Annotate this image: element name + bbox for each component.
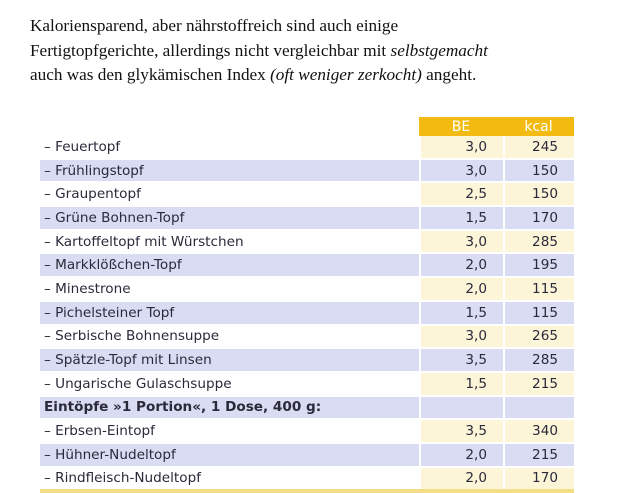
table-row: – Grüne Bohnen-Topf 1,5 170: [40, 207, 574, 231]
item-name: – Spätzle-Topf mit Linsen: [40, 349, 419, 373]
item-name: – Ungarische Gulaschsuppe: [40, 372, 419, 397]
item-kcal: 170: [503, 467, 574, 490]
intro-line-3-text-b: angeht.: [421, 65, 477, 84]
table-row: – Rindfleisch-Nudeltopf 2,0 170: [40, 467, 574, 490]
intro-line-2-emphasis: selbstgemacht: [390, 40, 488, 60]
table-header-row: BE kcal: [40, 117, 574, 136]
item-kcal: 215: [503, 443, 574, 468]
item-name: – Feuertopf: [40, 136, 419, 160]
table-row: – Feuertopf 3,0 245: [40, 136, 574, 160]
header-kcal: kcal: [503, 117, 574, 136]
table-row: – Ungarische Gulaschsuppe 1,5 215: [40, 372, 574, 397]
intro-line-3-emphasis: (oft weniger zerkocht): [270, 65, 422, 84]
item-name: – Pichelsteiner Topf: [40, 301, 419, 326]
item-be: 1,5: [419, 372, 503, 397]
nutrition-table-container: BE kcal – Feuertopf 3,0 245– Frühlingstopf…: [40, 117, 574, 493]
item-be: 3,5: [419, 420, 503, 444]
item-name: – Serbische Bohnensuppe: [40, 325, 419, 350]
item-be: 3,0: [419, 136, 503, 160]
item-be: 2,0: [419, 443, 503, 468]
table-row: – Markklößchen-Topf 2,0 195: [40, 254, 574, 279]
item-name: – Markklößchen-Topf: [40, 254, 419, 279]
item-kcal: 115: [503, 301, 574, 326]
item-kcal: 285: [503, 230, 574, 255]
item-name: – Grüne Bohnen-Topf: [40, 207, 419, 231]
item-name: – Minestrone: [40, 278, 419, 302]
item-kcal: 215: [503, 372, 574, 397]
item-be: 2,0: [419, 278, 503, 302]
item-name: – Kartoffeltopf mit Würstchen: [40, 230, 419, 255]
table-row: – Pichelsteiner Topf 1,5 115: [40, 301, 574, 326]
intro-text: Kaloriensparend, aber nährstoffreich sin…: [30, 14, 630, 88]
item-kcal: 340: [503, 420, 574, 444]
intro-line-1: Kaloriensparend, aber nährstoffreich sin…: [30, 14, 630, 39]
item-be: 2,0: [419, 254, 503, 279]
table-row: – Hühner-Nudeltopf 2,0 215: [40, 443, 574, 468]
item-kcal: 115: [503, 278, 574, 302]
table-row: – Minestrone 2,0 115: [40, 278, 574, 302]
table-body: – Feuertopf 3,0 245– Frühlingstopf 3,0 150– …: [40, 136, 574, 490]
table-row: – Spätzle-Topf mit Linsen 3,5 285: [40, 349, 574, 373]
item-be: 2,0: [419, 467, 503, 490]
item-kcal: 245: [503, 136, 574, 160]
item-kcal: 150: [503, 159, 574, 184]
table-bottom-rule: [40, 489, 574, 493]
table-row: – Graupentopf 2,5 150: [40, 183, 574, 208]
header-be: BE: [419, 117, 503, 136]
item-name: – Erbsen-Eintopf: [40, 420, 419, 444]
table-row: – Erbsen-Eintopf 3,5 340: [40, 420, 574, 444]
item-kcal: 195: [503, 254, 574, 279]
intro-line-3-text-a: auch was den glykämischen Index: [30, 65, 271, 84]
section-be-empty: [419, 396, 503, 421]
item-be: 3,0: [419, 325, 503, 350]
header-name: [40, 117, 419, 136]
section-kcal-empty: [503, 396, 574, 421]
item-be: 3,0: [419, 230, 503, 255]
table-row: – Serbische Bohnensuppe 3,0 265: [40, 325, 574, 350]
item-be: 1,5: [419, 207, 503, 231]
intro-line-3: auch was den glykämischen Index (oft wen…: [30, 63, 630, 88]
section-row: Eintöpfe »1 Portion«, 1 Dose, 400 g:: [40, 396, 574, 421]
item-be: 1,5: [419, 301, 503, 326]
item-be: 3,5: [419, 349, 503, 373]
item-be: 3,0: [419, 159, 503, 184]
table-row: – Frühlingstopf 3,0 150: [40, 159, 574, 184]
item-name: – Rindfleisch-Nudeltopf: [40, 467, 419, 490]
intro-line-2: Fertigtopfgerichte, allerdings nicht ver…: [30, 39, 630, 64]
item-kcal: 150: [503, 183, 574, 208]
item-name: – Frühlingstopf: [40, 159, 419, 184]
item-be: 2,5: [419, 183, 503, 208]
nutrition-table: BE kcal – Feuertopf 3,0 245– Frühlingstopf…: [40, 117, 574, 490]
intro-line-1-text: Kaloriensparend, aber nährstoffreich sin…: [30, 16, 399, 35]
item-name: – Graupentopf: [40, 183, 419, 208]
item-kcal: 170: [503, 207, 574, 231]
section-label: Eintöpfe »1 Portion«, 1 Dose, 400 g:: [40, 396, 419, 421]
item-kcal: 265: [503, 325, 574, 350]
item-kcal: 285: [503, 349, 574, 373]
table-row: – Kartoffeltopf mit Würstchen 3,0 285: [40, 230, 574, 255]
intro-line-2-text: Fertigtopfgerichte, allerdings nicht ver…: [30, 40, 391, 60]
item-name: – Hühner-Nudeltopf: [40, 443, 419, 468]
